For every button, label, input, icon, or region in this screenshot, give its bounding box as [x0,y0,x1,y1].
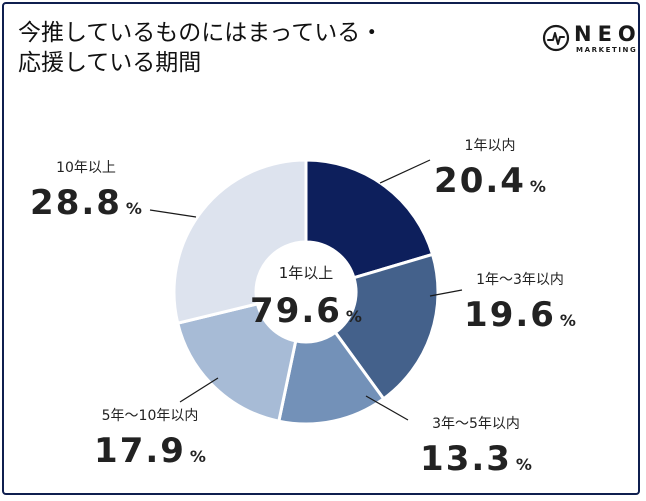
slice-value: 19.6 [464,295,556,335]
slice-labels: 1年以内 20.4 % 1年〜3年以内 19.6 % 3年〜5年以内 13.3 % 5年〜10年以… [30,138,576,479]
leader-line [379,159,431,184]
pulse-icon [542,24,570,52]
donut-center: 1年以上 79.6% [250,264,362,331]
leader-line [429,289,463,297]
title-line-2: 応援している期間 [18,50,202,76]
slice-value: 17.9 [94,431,186,471]
slice-value-text: 28.8% [30,183,142,223]
logo-subtext: MARKETING [576,46,638,54]
center-value: 79.6 [250,291,342,331]
donut-slices [172,158,440,426]
donut-slice [172,158,308,326]
slice-value-text: 17.9% [94,431,206,471]
slice-unit: % [190,447,206,466]
slice-label: 1年〜3年以内 [476,272,564,288]
slice-label: 10年以上 [56,160,116,176]
slice-unit: % [560,311,576,330]
slice-label: 5年〜10年以内 [102,408,199,424]
leader-line [179,377,219,403]
slice-label: 3年〜5年以内 [432,416,520,432]
logo-wordmark: NEO [574,22,642,46]
center-label: 1年以上 [279,264,334,282]
leader-line [149,209,197,218]
neo-marketing-logo: NEO MARKETING [542,22,642,56]
center-value-text: 79.6% [250,291,362,331]
slice-unit: % [516,455,532,474]
slice-value-text: 19.6% [464,295,576,335]
slice-unit: % [126,199,142,218]
slice-value: 28.8 [30,183,122,223]
donut-slice [304,158,435,280]
donut-slice [175,302,298,423]
center-unit: % [346,307,362,326]
leader-lines [149,159,463,421]
slice-label: 1年以内 [465,138,516,154]
slice-value-text: 13.3% [420,439,532,479]
donut-slice [333,252,440,401]
slice-value: 13.3 [420,439,512,479]
slice-unit: % [530,177,546,196]
leader-line [365,395,409,421]
title-line-1: 今推しているものにはまっている・ [18,20,384,46]
slice-value: 20.4 [434,161,526,201]
chart-title: 今推しているものにはまっている・ 応援している期間 [18,18,383,78]
slice-value-text: 20.4% [434,161,546,201]
